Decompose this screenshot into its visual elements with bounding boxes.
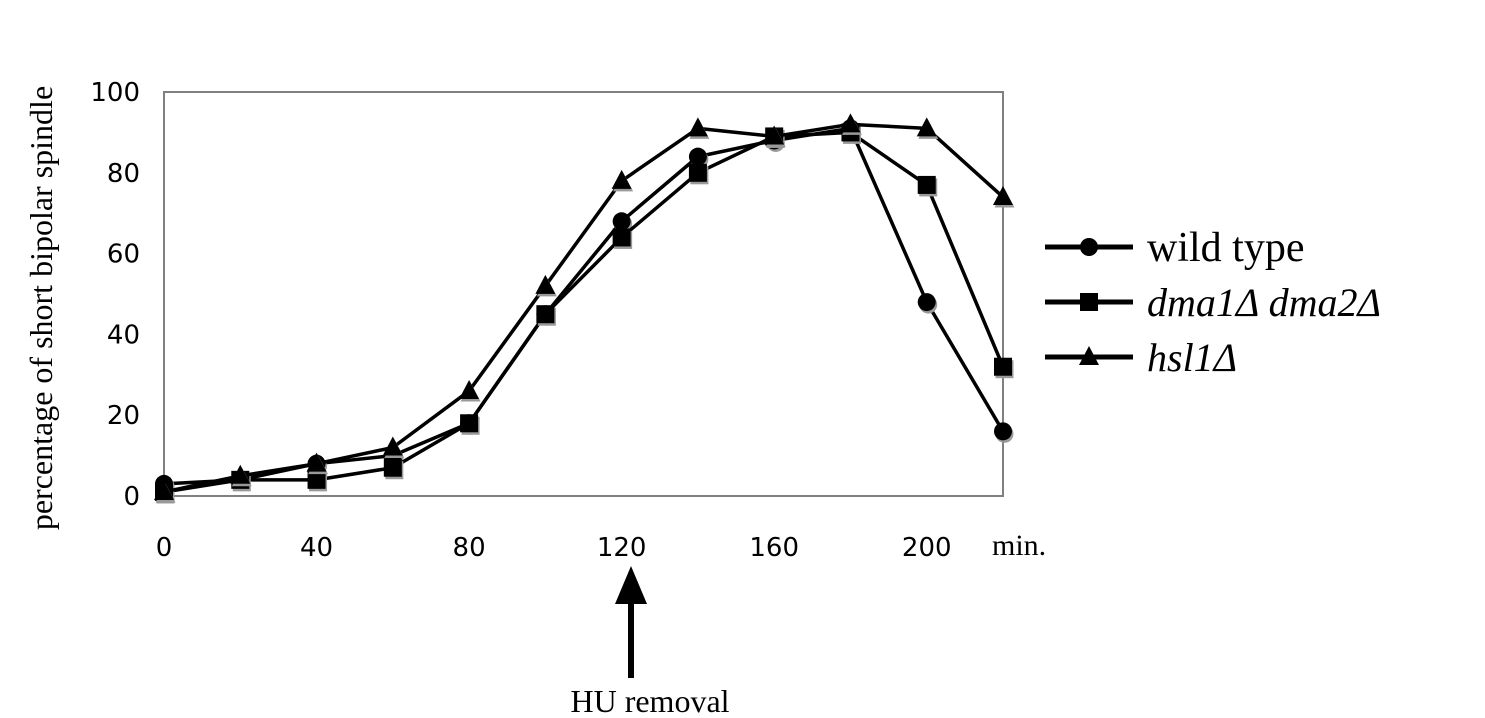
- x-tick-label: 160: [749, 533, 799, 563]
- legend: wild type dma1Δ dma2Δ hsl1Δ: [1045, 225, 1381, 380]
- x-tick-label: 200: [902, 533, 952, 563]
- data-point: [994, 422, 1012, 441]
- y-tick-label: 100: [90, 78, 140, 108]
- y-tick-label: 0: [123, 482, 140, 512]
- x-tick-label: 0: [156, 533, 173, 563]
- data-point: [383, 458, 402, 477]
- data-point: [612, 228, 631, 247]
- x-tick-label: 40: [300, 533, 333, 563]
- x-axis-unit-label: min.: [992, 529, 1046, 562]
- y-axis-label: percentage of short bipolar spindle: [23, 86, 59, 530]
- data-point: [306, 452, 327, 472]
- series-square: [155, 123, 1014, 504]
- data-point: [688, 147, 707, 166]
- series-circle: [155, 119, 1014, 496]
- hu-removal-annotation: HU removal: [570, 683, 729, 718]
- data-point: [536, 305, 555, 324]
- series-line: [163, 122, 1005, 494]
- data-point: [994, 357, 1012, 376]
- y-tick-label: 40: [107, 320, 140, 350]
- y-tick-label: 60: [107, 240, 140, 270]
- series-layer: [154, 113, 1015, 504]
- legend-label: dma1Δ dma2Δ: [1147, 280, 1381, 325]
- legend-marker: [1080, 293, 1098, 311]
- series-line: [163, 126, 1005, 486]
- data-point: [307, 470, 326, 489]
- legend-label: hsl1Δ: [1147, 335, 1237, 380]
- y-tick-label: 20: [107, 401, 140, 431]
- data-point: [917, 175, 936, 194]
- legend-marker: [1080, 238, 1098, 256]
- y-tick-label: 80: [107, 159, 140, 189]
- data-point: [917, 293, 936, 312]
- data-point: [612, 212, 631, 231]
- series-triangle: [154, 113, 1015, 503]
- data-point: [459, 379, 480, 399]
- data-point: [382, 436, 403, 456]
- data-point: [687, 117, 708, 137]
- data-point: [688, 163, 707, 182]
- data-point: [154, 480, 174, 500]
- legend-label: wild type: [1147, 225, 1304, 271]
- series-line: [163, 130, 1005, 494]
- x-tick-label: 80: [453, 533, 486, 563]
- up-arrow-icon: [615, 566, 647, 678]
- data-point: [611, 169, 632, 189]
- data-point: [764, 125, 785, 145]
- legend-marker: [1079, 346, 1099, 365]
- x-tick-labels: 0 40 80 120 160 200: [156, 533, 952, 563]
- data-point: [535, 274, 556, 294]
- data-point: [230, 464, 251, 484]
- data-point: [460, 414, 479, 433]
- data-point: [840, 113, 861, 133]
- data-point: [993, 186, 1013, 206]
- x-tick-label: 120: [597, 533, 647, 563]
- y-tick-labels: 0 20 40 60 80 100: [90, 78, 140, 512]
- data-point: [916, 117, 937, 137]
- plot-frame: [163, 91, 1004, 497]
